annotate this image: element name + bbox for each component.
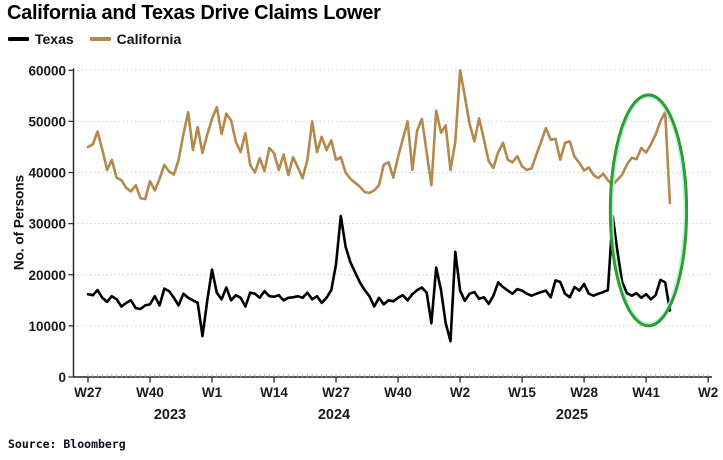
x-tick-label: W40: [384, 385, 412, 400]
x-tick-label: W27: [322, 385, 350, 400]
texas-line-swatch: [8, 37, 29, 41]
california-series-line: [86, 69, 672, 205]
x-tick-label: W28: [570, 385, 598, 400]
x-tick-label: W15: [508, 385, 536, 400]
legend-item-texas: Texas: [8, 31, 74, 47]
x-tick-label: W2: [450, 385, 470, 400]
highlight-ellipse: [608, 93, 689, 328]
y-tick-label: 40000: [28, 166, 66, 181]
y-tick-label: 30000: [28, 217, 66, 232]
legend-label-california: California: [116, 31, 182, 47]
y-tick-label: 0: [58, 370, 66, 385]
year-label: 2023: [154, 407, 186, 423]
year-label: 2025: [556, 407, 588, 423]
source-note: Source: Bloomberg: [8, 437, 126, 451]
highlight-ellipse-glow: [611, 95, 686, 326]
x-tick-label: W40: [136, 385, 164, 400]
x-tick-label: W2: [698, 385, 718, 400]
legend-item-california: California: [89, 31, 182, 47]
y-tick-label: 20000: [28, 268, 66, 283]
page-title: California and Texas Drive Claims Lower: [7, 2, 381, 24]
x-tick-label: W14: [260, 385, 288, 400]
legend-label-texas: Texas: [35, 31, 74, 47]
y-axis-title: No. of Persons: [11, 174, 27, 271]
year-label: 2024: [318, 407, 350, 423]
y-tick-label: 60000: [28, 63, 66, 78]
x-tick-label: W27: [74, 385, 102, 400]
texas-series-line: [86, 214, 672, 343]
legend: Texas California: [8, 31, 181, 47]
california-line-swatch: [89, 37, 111, 41]
x-tick-label: W41: [632, 385, 660, 400]
x-tick-label: W1: [202, 385, 223, 400]
y-tick-label: 10000: [28, 319, 66, 334]
y-tick-label: 50000: [28, 114, 66, 129]
